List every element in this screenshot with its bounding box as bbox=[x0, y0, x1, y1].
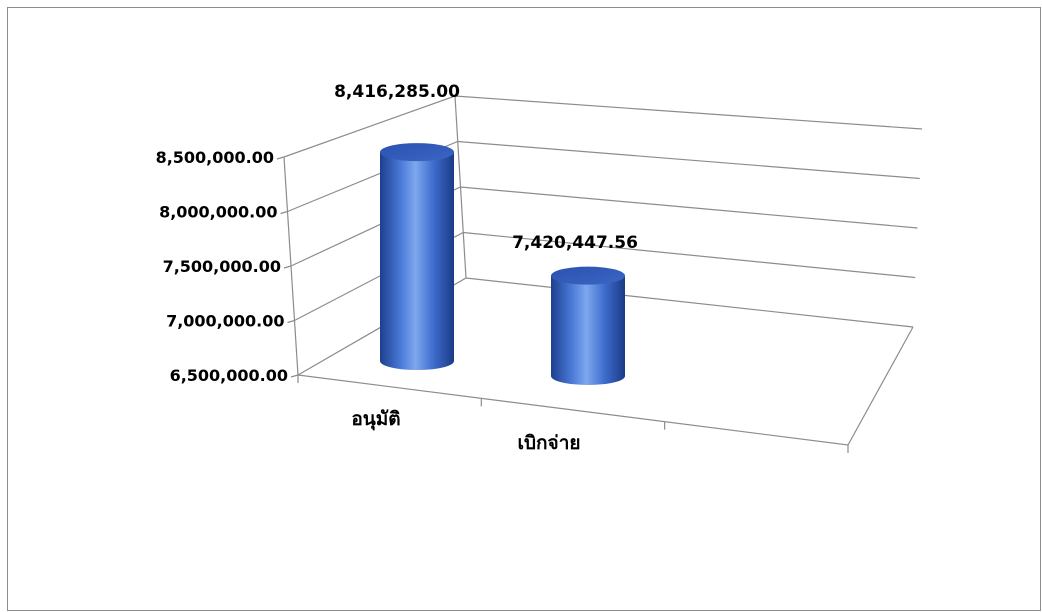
data-label: 7,420,447.56 bbox=[512, 233, 638, 253]
y-tick-label: 7,500,000.00 bbox=[163, 257, 281, 276]
y-tick-mark bbox=[290, 374, 299, 378]
category-label: อนุมัติ bbox=[351, 408, 400, 431]
bars bbox=[380, 143, 625, 385]
y-axis-ticks: 6,500,000.00 7,000,000.00 7,500,000.00 8,00… bbox=[156, 148, 288, 385]
gridline bbox=[290, 186, 918, 267]
gridline bbox=[294, 231, 916, 322]
y-tick-mark bbox=[280, 210, 288, 215]
gridline bbox=[287, 140, 920, 213]
y-tick-label: 8,500,000.00 bbox=[156, 148, 274, 167]
bar-body bbox=[380, 152, 454, 370]
data-labels: 8,416,285.00 7,420,447.56 bbox=[334, 82, 638, 253]
data-label: 8,416,285.00 bbox=[334, 82, 460, 102]
gridlines bbox=[283, 95, 923, 376]
category-labels: อนุมัติเบิกจ่าย bbox=[351, 408, 580, 454]
bar-2 bbox=[551, 266, 625, 385]
y-axis-line bbox=[283, 156, 299, 376]
axes bbox=[276, 156, 914, 453]
y-tick-label: 8,000,000.00 bbox=[159, 203, 277, 222]
y-tick-label: 6,500,000.00 bbox=[170, 366, 288, 385]
y-tick-mark bbox=[283, 265, 292, 269]
bar-1 bbox=[380, 143, 454, 370]
chart-area bbox=[7, 7, 1041, 611]
y-tick-mark bbox=[276, 156, 285, 160]
gridline bbox=[297, 277, 914, 376]
bar-body bbox=[551, 275, 625, 385]
bar-top bbox=[380, 143, 454, 162]
gridline bbox=[283, 95, 923, 158]
bar-top bbox=[551, 266, 625, 285]
y-tick-mark bbox=[287, 319, 295, 324]
category-label: เบิกจ่าย bbox=[518, 432, 581, 454]
y-tick-label: 7,000,000.00 bbox=[166, 312, 284, 331]
